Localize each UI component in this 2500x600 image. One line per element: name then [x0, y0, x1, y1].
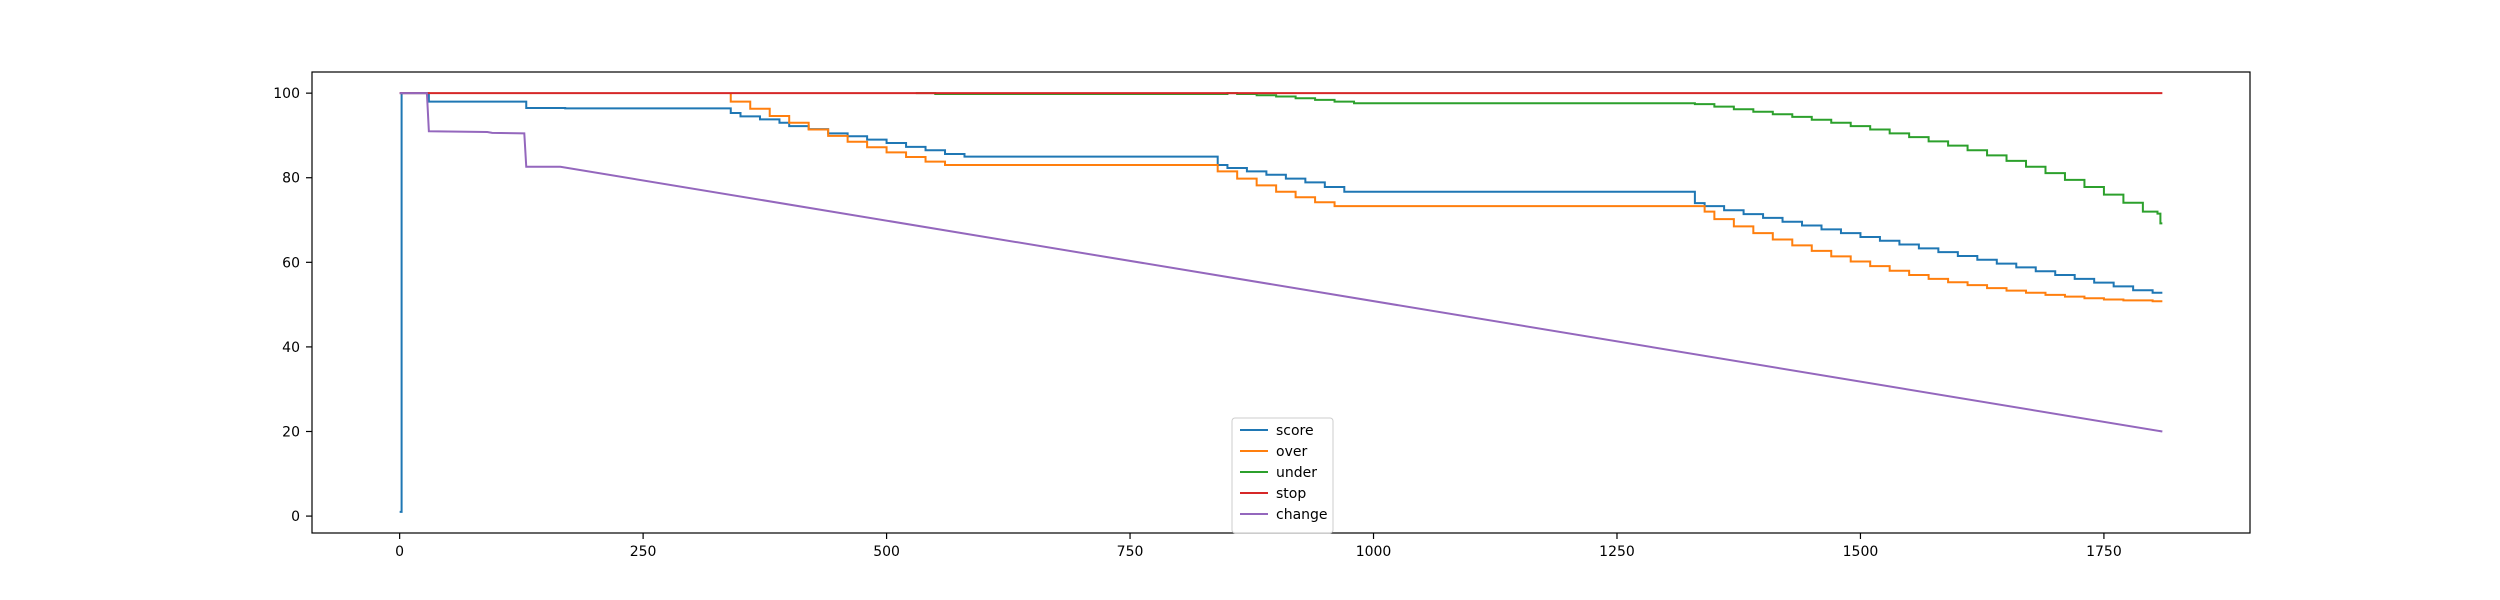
y-tick-label: 100	[273, 86, 300, 102]
x-tick-label: 0	[395, 544, 404, 560]
y-tick-label: 20	[282, 424, 300, 440]
y-tick-label: 0	[291, 509, 300, 525]
legend-label-under: under	[1276, 465, 1317, 481]
series-line-change	[399, 92, 2163, 433]
x-tick-label: 1500	[1843, 544, 1879, 560]
x-tick-label: 500	[873, 544, 900, 560]
x-tick-label: 1000	[1356, 544, 1392, 560]
series-line-under	[915, 92, 2163, 225]
x-tick-label: 250	[630, 544, 657, 560]
legend-label-change: change	[1276, 507, 1328, 523]
x-tick-label: 750	[1117, 544, 1144, 560]
legend-label-score: score	[1276, 423, 1314, 439]
y-tick-label: 60	[282, 255, 300, 271]
legend-label-over: over	[1276, 444, 1307, 460]
series-layer	[399, 92, 2163, 513]
legend-label-stop: stop	[1276, 486, 1306, 502]
x-tick-label: 1750	[2086, 544, 2122, 560]
y-tick-label: 40	[282, 340, 300, 356]
y-tick-label: 80	[282, 171, 300, 187]
series-line-over	[729, 93, 2163, 303]
legend: score over under stop change	[1231, 417, 1334, 534]
x-tick-label: 1250	[1599, 544, 1635, 560]
legend-box	[1231, 417, 1334, 534]
